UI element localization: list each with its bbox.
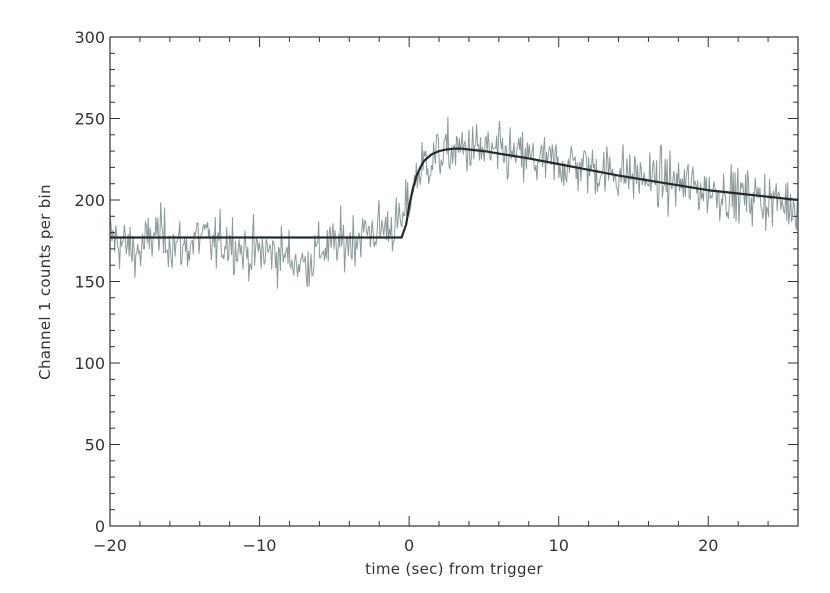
noisy-data-line: [109, 116, 798, 289]
y-tick-label: 250: [74, 110, 105, 129]
x-tick-label: 10: [549, 536, 569, 555]
data-series-fit: [110, 147, 799, 239]
y-tick-label: 50: [85, 436, 105, 455]
data-series-noisy: [109, 116, 798, 289]
x-tick-label: 20: [698, 536, 718, 555]
y-tick-labels: 0 50 100 150 200 250 300: [74, 28, 105, 536]
y-tick-label: 300: [74, 28, 105, 47]
y-tick-label: 200: [74, 191, 105, 210]
x-axis-label: time (sec) from trigger: [365, 560, 543, 578]
y-tick-label: 150: [74, 273, 105, 292]
x-tick-labels: −20 −10 0 10 20: [93, 536, 718, 555]
x-tick-label: 0: [404, 536, 414, 555]
y-axis-label: Channel 1 counts per bin: [36, 184, 54, 380]
axis-ticks: [109, 36, 799, 527]
y-tick-label: 0: [95, 517, 105, 536]
plot-frame: [109, 36, 799, 527]
y-tick-label: 100: [74, 354, 105, 373]
x-tick-label: −10: [243, 536, 277, 555]
x-tick-label: −20: [93, 536, 127, 555]
fit-line: [110, 147, 799, 239]
